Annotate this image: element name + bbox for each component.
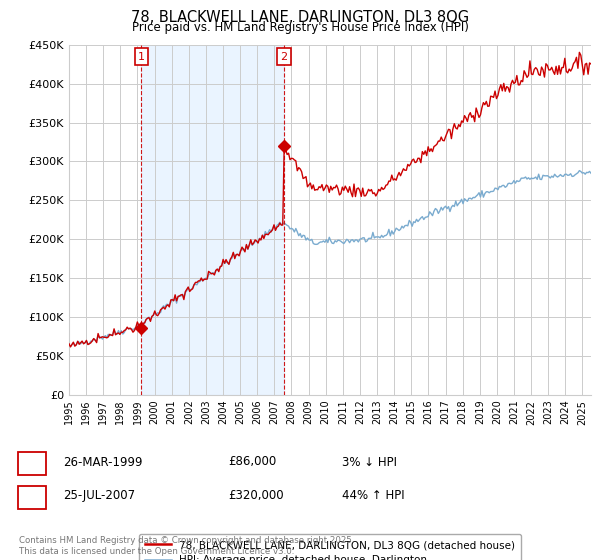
Text: Contains HM Land Registry data © Crown copyright and database right 2025.
This d: Contains HM Land Registry data © Crown c…	[19, 536, 355, 556]
Legend: 78, BLACKWELL LANE, DARLINGTON, DL3 8QG (detached house), HPI: Average price, de: 78, BLACKWELL LANE, DARLINGTON, DL3 8QG …	[139, 534, 521, 560]
Bar	[142, 45, 284, 395]
Text: 44% ↑ HPI: 44% ↑ HPI	[342, 489, 404, 502]
Text: Price paid vs. HM Land Registry's House Price Index (HPI): Price paid vs. HM Land Registry's House …	[131, 21, 469, 34]
Text: 2: 2	[28, 489, 35, 502]
Text: 1: 1	[138, 52, 145, 62]
Text: £320,000: £320,000	[228, 489, 284, 502]
Text: 3% ↓ HPI: 3% ↓ HPI	[342, 455, 397, 469]
Text: £86,000: £86,000	[228, 455, 276, 469]
Text: 26-MAR-1999: 26-MAR-1999	[63, 455, 143, 469]
Text: 78, BLACKWELL LANE, DARLINGTON, DL3 8QG: 78, BLACKWELL LANE, DARLINGTON, DL3 8QG	[131, 10, 469, 25]
Text: 2: 2	[280, 52, 287, 62]
Text: 1: 1	[28, 455, 35, 469]
Text: 25-JUL-2007: 25-JUL-2007	[63, 489, 135, 502]
